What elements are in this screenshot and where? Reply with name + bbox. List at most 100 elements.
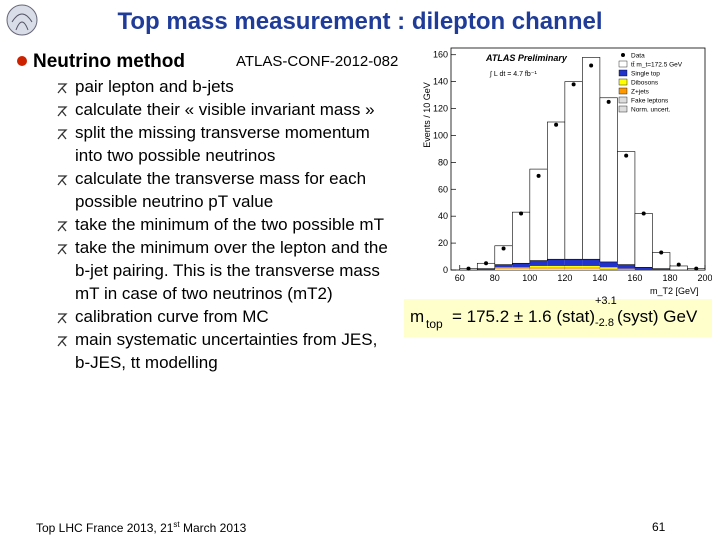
legend-label: Data <box>631 53 645 60</box>
bullet-icon <box>57 175 68 186</box>
hist-segment <box>547 268 565 270</box>
hist-segment <box>564 259 583 266</box>
hist-segment <box>529 260 548 266</box>
hist-segment <box>599 261 618 268</box>
result-lower: -2.8 <box>595 317 614 329</box>
bullet-icon <box>57 336 68 347</box>
result-symbol: m <box>410 307 425 326</box>
hist-segment <box>512 263 530 268</box>
hist-segment <box>547 265 565 268</box>
data-point <box>624 153 629 158</box>
hist-segment <box>512 268 530 270</box>
result-upper: +3.1 <box>595 295 617 307</box>
reference: ATLAS-CONF-2012-082 <box>236 53 399 70</box>
chart: 0 20 40 60 80 100 120 140 160 60 80 100 120 140 160 180… <box>422 47 712 296</box>
y-tick-label: 100 <box>433 130 448 140</box>
x-tick-label: 160 <box>627 273 642 283</box>
bullet-text: b-JES, tt modelling <box>75 353 218 372</box>
hist-segment <box>529 265 548 268</box>
x-axis-label: m_T2 [GeV] <box>650 286 699 296</box>
legend-label: tt̄ m_t=172.5 GeV <box>631 61 683 69</box>
y-tick-label: 0 <box>443 265 448 275</box>
legend-swatch <box>618 60 628 68</box>
hist-segment <box>582 57 601 260</box>
hist-segment <box>494 264 513 268</box>
x-tick-label: 120 <box>557 273 572 283</box>
hist-segment <box>564 267 583 269</box>
y-axis-label: Events / 10 GeV <box>422 82 432 148</box>
footer-tail: March 2013 <box>179 521 247 535</box>
hist-segment <box>529 267 548 269</box>
page-number: 61 <box>652 520 666 534</box>
y-tick-label: 160 <box>433 50 448 60</box>
footer-left: Top LHC France 2013, 21st March 2013 <box>36 520 246 535</box>
hist-segment <box>547 121 566 260</box>
footer-sup: st <box>173 520 180 529</box>
bullet-icon <box>57 244 68 255</box>
hist-segment <box>599 267 618 269</box>
x-tick-label: 180 <box>662 273 677 283</box>
bullet-text: pair lepton and b-jets <box>75 77 234 96</box>
logo <box>6 4 38 36</box>
data-point <box>466 266 471 271</box>
bullet-icon <box>57 313 68 324</box>
luminosity: ∫ L dt = 4.7 fb⁻¹ <box>489 71 537 78</box>
hist-segment <box>564 265 583 268</box>
bullet-text: calibration curve from MC <box>75 307 269 326</box>
hist-segment <box>582 268 600 270</box>
legend-swatch <box>618 69 628 77</box>
bullet-icon <box>57 106 68 117</box>
data-point <box>694 266 699 271</box>
x-tick-label: 80 <box>490 273 500 283</box>
bullet-text: split the missing transverse momentum <box>75 123 370 142</box>
hist-segment <box>634 267 653 270</box>
hist-segment <box>547 267 565 269</box>
bullet-text: calculate the transverse mass for each <box>75 169 367 188</box>
hist-segment <box>617 268 635 270</box>
x-tick-label: 60 <box>455 273 465 283</box>
hist-segment <box>617 264 635 269</box>
data-point <box>641 211 646 216</box>
y-tick-label: 140 <box>433 77 448 87</box>
legend-swatch <box>618 96 628 104</box>
legend-label: Fake leptons <box>631 98 669 105</box>
slide-title: Top mass measurement : dilepton channel <box>117 8 603 35</box>
result-box: m top = 175.2 ± 1.6 (stat) +3.1 -2.8 (sy… <box>404 295 712 337</box>
hist-segment <box>582 265 600 268</box>
data-point <box>571 82 576 87</box>
data-point <box>659 250 664 255</box>
bullet-icon <box>57 129 68 140</box>
data-point <box>519 211 524 216</box>
bullet-text: b-jet pairing. This is the transverse ma… <box>75 261 380 280</box>
data-point <box>536 173 541 178</box>
hist-segment <box>494 268 513 270</box>
data-point <box>589 63 594 68</box>
result-value: = 175.2 ± 1.6 (stat) <box>452 307 596 326</box>
legend-marker <box>621 53 625 57</box>
legend-swatch <box>618 78 628 86</box>
legend-swatch <box>618 105 628 113</box>
hist-segment <box>564 81 583 260</box>
hist-segment <box>512 267 530 269</box>
x-tick-label: 200 <box>697 273 712 283</box>
bullet-text: mT in case of two neutrinos (mT2) <box>75 284 333 303</box>
section-title: Neutrino method <box>33 51 185 72</box>
legend-label: Dibosons <box>631 80 659 87</box>
data-point <box>606 99 611 104</box>
y-tick-label: 60 <box>438 184 448 194</box>
hist-segment <box>617 151 636 265</box>
hist-segment <box>634 213 653 268</box>
x-tick-label: 140 <box>592 273 607 283</box>
hist-segment <box>652 252 671 269</box>
data-point <box>484 261 489 266</box>
result-subscript: top <box>426 317 443 331</box>
legend-label: Single top <box>631 71 660 78</box>
hist-segment <box>599 268 618 270</box>
y-tick-label: 40 <box>438 211 448 221</box>
data-point <box>676 262 681 267</box>
hist-segment <box>564 268 583 270</box>
bullet-text: into two possible neutrinos <box>75 146 276 165</box>
bullet-text: calculate their « visible invariant mass… <box>75 100 375 119</box>
footer-text: Top LHC France 2013, 21 <box>36 521 174 535</box>
hist-segment <box>529 168 548 261</box>
